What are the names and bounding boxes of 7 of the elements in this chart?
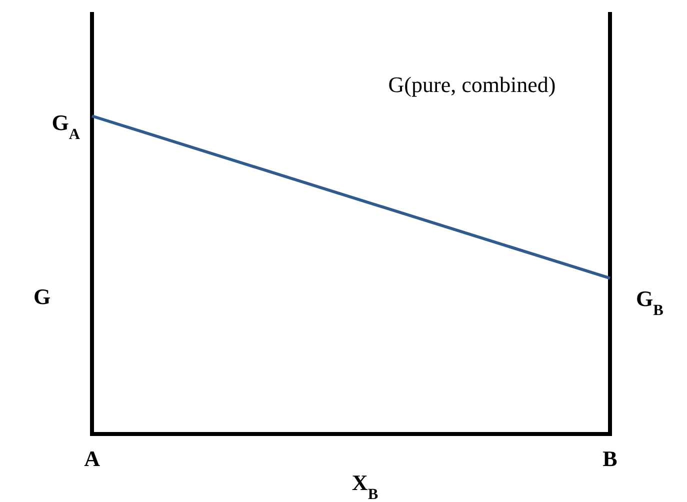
text: G(pure, combined) xyxy=(388,72,556,97)
x-tick-label: A xyxy=(84,446,100,471)
y-axis-title: G xyxy=(33,284,51,309)
x-axis-title: X$_{B}$ xyxy=(352,470,378,502)
x-tick-label: B xyxy=(602,446,618,471)
annotation: G$_{A}$ xyxy=(52,110,80,142)
annotation: G$_{B}$ xyxy=(636,286,664,319)
